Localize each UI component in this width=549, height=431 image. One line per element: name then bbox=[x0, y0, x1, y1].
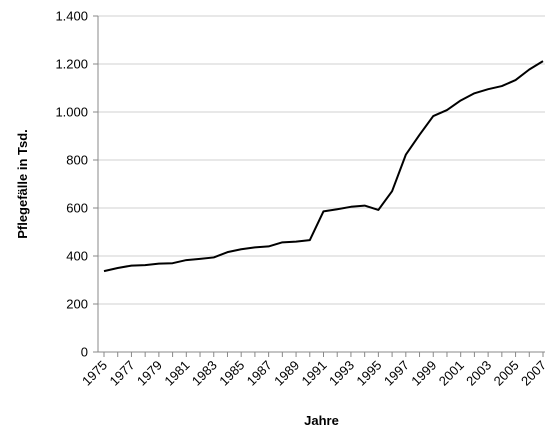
y-tick-label: 0 bbox=[81, 345, 88, 360]
x-tick-label: 1977 bbox=[107, 358, 138, 389]
series-lines bbox=[103, 60, 544, 273]
x-tick-label: 1991 bbox=[299, 358, 330, 389]
y-tick-label: 600 bbox=[66, 201, 88, 216]
x-tick-label: 1999 bbox=[408, 358, 439, 389]
y-axis-title: Pflegefälle in Tsd. bbox=[15, 129, 30, 239]
series-line bbox=[103, 60, 544, 273]
x-tick-label: 1979 bbox=[134, 358, 165, 389]
x-tick-label: 1989 bbox=[271, 358, 302, 389]
y-tick-label: 400 bbox=[66, 249, 88, 264]
y-tick-label: 200 bbox=[66, 297, 88, 312]
x-tick-label: 1985 bbox=[216, 358, 247, 389]
x-axis: 1975197719791981198319851987198919911993… bbox=[79, 351, 549, 389]
x-tick-label: 2007 bbox=[518, 358, 549, 389]
y-tick-label: 1.000 bbox=[55, 105, 88, 120]
x-tick-label: 1983 bbox=[189, 358, 220, 389]
y-axis: 0 200 400 600 800 1.000 1.200 1.400 bbox=[55, 9, 99, 360]
x-tick-label: 1997 bbox=[381, 358, 412, 389]
y-tick-label: 1.200 bbox=[55, 57, 88, 72]
x-tick-label: 2005 bbox=[491, 358, 522, 389]
x-tick-label: 1993 bbox=[326, 358, 357, 389]
x-tick-label: 2001 bbox=[436, 358, 467, 389]
x-tick-label: 2003 bbox=[463, 358, 494, 389]
gridlines bbox=[98, 15, 545, 305]
y-tick-label: 800 bbox=[66, 153, 88, 168]
x-axis-title: Jahre bbox=[304, 413, 339, 428]
x-tick-label: 1981 bbox=[161, 358, 192, 389]
y-tick-label: 1.400 bbox=[55, 9, 88, 24]
x-tick-label: 1975 bbox=[79, 358, 110, 389]
x-tick-label: 1995 bbox=[353, 358, 384, 389]
x-tick-label: 1987 bbox=[244, 358, 275, 389]
